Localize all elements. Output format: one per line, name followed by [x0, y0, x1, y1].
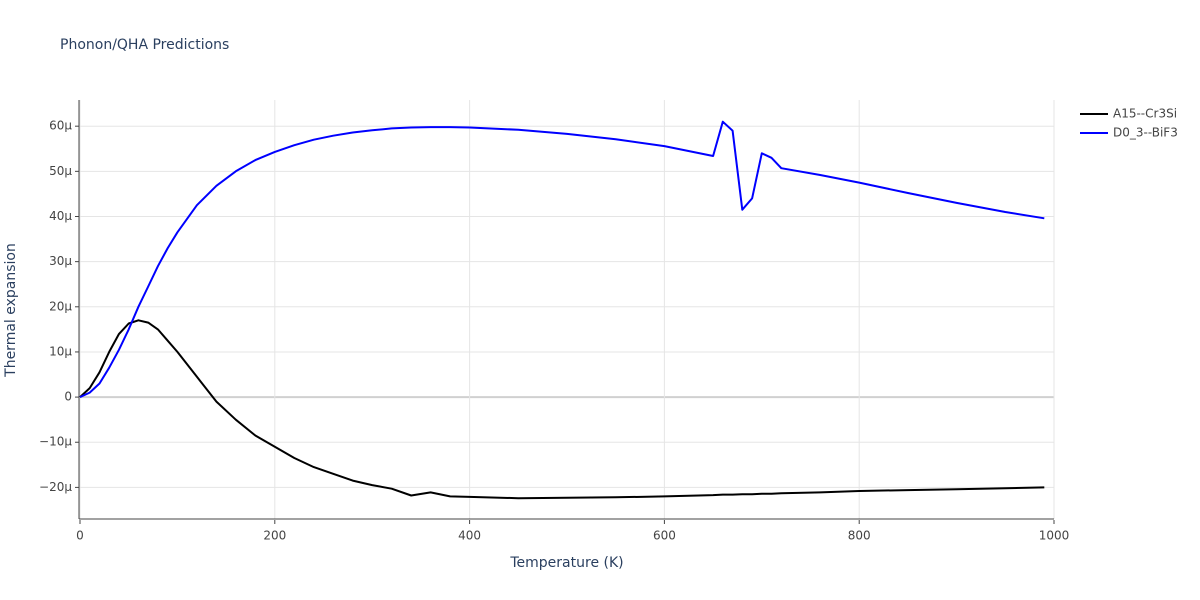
y-axis-title: Thermal expansion [3, 243, 19, 378]
legend-label: A15--Cr3Si [1113, 107, 1177, 121]
y-tick-label: 60μ [49, 119, 72, 133]
y-tick-label: −10μ [39, 435, 72, 449]
y-tick-label: 30μ [49, 254, 72, 268]
x-tick-label: 1000 [1039, 529, 1070, 543]
y-tick-label: 50μ [49, 164, 72, 178]
x-tick-label: 400 [458, 529, 481, 543]
x-tick-label: 0 [76, 529, 84, 543]
y-tick-label: 0 [64, 390, 72, 404]
chart-title: Phonon/QHA Predictions [60, 37, 229, 53]
series-line [79, 120, 1045, 399]
grid-layer [79, 100, 1055, 519]
y-tick-label: 40μ [49, 209, 72, 223]
x-tick-label: 200 [263, 529, 286, 543]
x-axis-title: Temperature (K) [509, 555, 623, 571]
x-tick-label: 600 [653, 529, 676, 543]
y-tick-label: −20μ [39, 480, 72, 494]
x-tick-label: 800 [848, 529, 871, 543]
series-line [79, 319, 1045, 500]
y-tick-label: 20μ [49, 299, 72, 313]
legend-label: D0_3--BiF3 [1113, 126, 1178, 140]
y-tick-label: 10μ [49, 344, 72, 358]
